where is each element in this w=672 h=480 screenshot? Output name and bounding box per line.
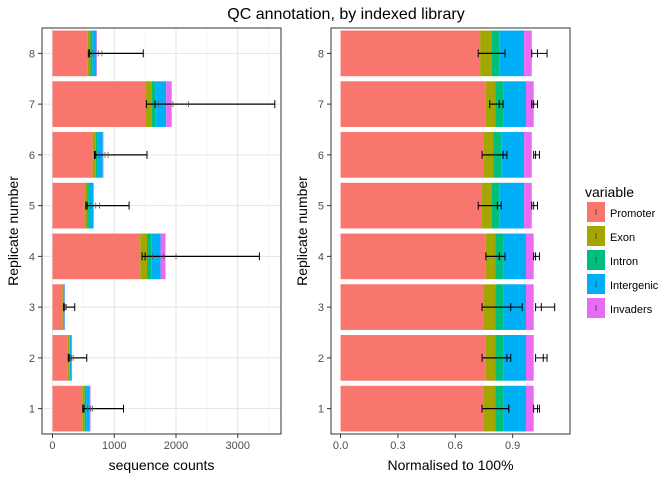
legend-item-promoter: Promoter bbox=[587, 202, 656, 222]
legend-label: Invaders bbox=[610, 304, 653, 316]
bar-promoter-7 bbox=[52, 81, 146, 127]
x-tick-label: 0.3 bbox=[390, 440, 405, 452]
y-tick-label: 8 bbox=[318, 48, 324, 60]
bar-promoter-4 bbox=[52, 233, 141, 280]
bar-promoter-6 bbox=[52, 132, 93, 178]
bar-promoter-5 bbox=[340, 182, 483, 229]
x-tick-label: 0.6 bbox=[448, 440, 463, 452]
error-bar-1 bbox=[82, 404, 125, 413]
x-tick-label: 1000 bbox=[102, 440, 126, 452]
legend-label: Intergenic bbox=[610, 280, 659, 292]
legend-item-intron: Intron bbox=[587, 250, 638, 270]
legend: variable Promoter Exon Intron Intergenic Inva… bbox=[585, 184, 659, 318]
x-axis-label: sequence counts bbox=[109, 457, 215, 473]
panel-2: 0.0 0.3 0.6 0.9 1 2 3 4 5 6 7 8 Normalised to 100% Re… bbox=[294, 27, 571, 473]
bar-invaders-6 bbox=[524, 132, 532, 178]
legend-label: Intron bbox=[610, 256, 638, 268]
y-tick-label: 5 bbox=[318, 201, 324, 213]
y-tick-label: 1 bbox=[29, 404, 35, 416]
error-bar-7 bbox=[489, 100, 538, 109]
error-bar-3 bbox=[481, 303, 556, 312]
bar-promoter-4 bbox=[340, 233, 486, 280]
error-bar-8 bbox=[477, 49, 548, 58]
bar-promoter-8 bbox=[340, 30, 481, 77]
y-tick-label: 3 bbox=[29, 302, 35, 314]
error-bar-6 bbox=[481, 150, 540, 159]
bar-intergenic-4 bbox=[503, 233, 527, 280]
bar-promoter-3 bbox=[340, 284, 484, 330]
bar-intergenic-6 bbox=[501, 132, 525, 178]
error-bar-2 bbox=[481, 353, 548, 362]
y-tick-label: 4 bbox=[318, 251, 324, 263]
error-bar-2 bbox=[67, 353, 88, 362]
plot-border bbox=[330, 27, 571, 435]
bar-promoter-5 bbox=[52, 182, 85, 229]
error-bar-4 bbox=[141, 252, 260, 261]
error-bar-5 bbox=[85, 201, 130, 210]
error-bar-5 bbox=[477, 201, 538, 210]
bar-intergenic-2 bbox=[503, 335, 527, 381]
y-axis-label: Replicate number bbox=[5, 176, 21, 286]
y-tick-label: 2 bbox=[318, 353, 324, 365]
y-tick-label: 3 bbox=[318, 302, 324, 314]
bar-promoter-2 bbox=[340, 335, 486, 381]
bar-invaders-8 bbox=[524, 30, 532, 77]
y-tick-label: 1 bbox=[318, 404, 324, 416]
bar-exon-3 bbox=[62, 284, 63, 330]
chart-title: QC annotation, by indexed library bbox=[227, 6, 464, 23]
y-tick-label: 4 bbox=[29, 251, 35, 263]
error-bar-4 bbox=[485, 252, 540, 261]
x-axis-label: Normalised to 100% bbox=[387, 457, 513, 473]
error-bar-3 bbox=[63, 303, 76, 312]
bar-promoter-7 bbox=[340, 81, 486, 127]
legend-item-intergenic: Intergenic bbox=[587, 274, 659, 294]
bar-promoter-3 bbox=[52, 284, 63, 330]
y-tick-label: 7 bbox=[318, 99, 324, 111]
bar-promoter-8 bbox=[52, 30, 88, 77]
bar-invaders-3 bbox=[526, 284, 534, 330]
plot-border bbox=[41, 27, 282, 435]
error-bar-6 bbox=[93, 150, 148, 159]
x-tick-label: 3000 bbox=[226, 440, 250, 452]
bar-intergenic-5 bbox=[499, 182, 525, 229]
y-tick-label: 8 bbox=[29, 48, 35, 60]
bar-promoter-1 bbox=[340, 385, 484, 432]
y-tick-label: 5 bbox=[29, 201, 35, 213]
bar-invaders-4 bbox=[526, 233, 534, 280]
error-bar-1 bbox=[481, 404, 540, 413]
y-tick-label: 6 bbox=[318, 150, 324, 162]
y-tick-label: 6 bbox=[29, 150, 35, 162]
bar-intergenic-1 bbox=[503, 385, 527, 432]
bar-promoter-2 bbox=[52, 335, 68, 381]
legend-label: Promoter bbox=[610, 208, 656, 220]
bar-intergenic-7 bbox=[503, 81, 527, 127]
legend-item-exon: Exon bbox=[587, 226, 635, 246]
y-tick-label: 2 bbox=[29, 353, 35, 365]
legend-title: variable bbox=[585, 184, 634, 200]
error-bar-8 bbox=[87, 49, 144, 58]
x-tick-label: 0.0 bbox=[333, 440, 348, 452]
legend-label: Exon bbox=[610, 232, 635, 244]
legend-item-invaders: Invaders bbox=[587, 298, 653, 318]
bar-promoter-6 bbox=[340, 132, 484, 178]
x-tick-label: 2000 bbox=[164, 440, 188, 452]
x-tick-label: 0.9 bbox=[505, 440, 520, 452]
bar-invaders-5 bbox=[524, 182, 532, 229]
y-tick-label: 7 bbox=[29, 99, 35, 111]
panel-1: 0 1000 2000 3000 1 2 3 4 5 6 7 8 sequence counts Repl… bbox=[5, 27, 282, 473]
x-tick-label: 0 bbox=[49, 440, 55, 452]
bar-invaders-2 bbox=[526, 335, 534, 381]
error-bar-7 bbox=[145, 100, 276, 109]
bar-invaders-1 bbox=[526, 385, 534, 432]
y-axis-label: Replicate number bbox=[294, 176, 310, 286]
bar-invaders-7 bbox=[526, 81, 534, 127]
bar-promoter-1 bbox=[52, 385, 83, 432]
